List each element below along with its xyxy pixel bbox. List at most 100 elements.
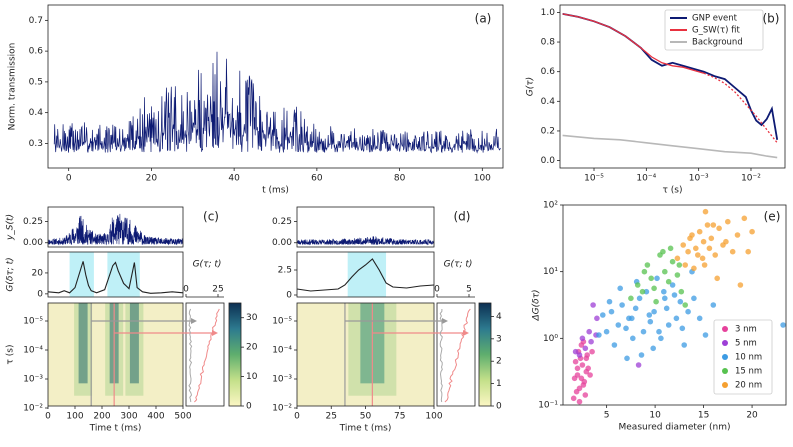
d-ys-trace [296,235,435,246]
e-point-5nm-8 [576,352,583,358]
e-point-3nm-0 [570,395,577,402]
e-point-20nm-17 [682,262,688,268]
e-point-15nm-1 [634,282,641,288]
e-point-15nm-0 [628,295,634,302]
series-background [562,134,778,159]
a-xtick-0-label: 0 [66,174,72,184]
b-xtick-2-label: 10⁻³ [689,174,709,184]
e-point-15nm-5 [653,298,659,305]
c-side-red-curve [194,308,220,403]
e-legend-marker-3 [722,368,728,374]
c-g-line [47,261,184,294]
e-point-20nm-14 [734,232,741,238]
d-cbar-label-3: 3 [496,334,502,344]
c-hm-ytick-1-label: 10⁻⁴ [23,346,43,356]
d-top-axes [296,206,435,248]
c-top-ytick-0.25-label: 0.25 [23,217,43,227]
d-hm-ytick-0-label: 10⁻⁵ [272,317,292,327]
a-ytick-0.5-label: 0.5 [29,77,43,87]
c-cbar-label-10: 10 [246,372,258,382]
e-point-20nm-24 [702,208,709,215]
e-point-15nm-3 [644,262,651,268]
e-point-10nm-5 [615,322,622,328]
e-point-10nm-28 [710,302,717,308]
c-bright-col-0 [78,303,88,384]
a-ytick-0.4-label: 0.4 [29,108,44,118]
e-point-15nm-16 [676,262,683,268]
e-legend-marker-0 [722,326,728,332]
c-highlight-1 [107,252,140,297]
e-legend-box [713,319,773,395]
panel-b-axes [559,4,786,169]
e-point-15nm-7 [662,268,668,275]
d-xtick-0-label: 0 [294,412,300,422]
d-hm-ytick-3-label: 10⁻² [272,404,292,414]
c-glow-col-2 [125,303,144,396]
d-g-line [296,258,435,292]
c-hm-ytick-0-label: 10⁻⁵ [23,317,43,327]
a-xtick-100-label: 100 [474,174,491,184]
e-point-15nm-9 [669,258,676,265]
e-ytick-2-label: 10¹ [543,267,558,277]
d-colorbar [478,302,492,407]
c-mid-ytick-20-label: 20 [32,268,44,278]
e-point-10nm-38 [780,322,786,328]
a-ytick-0.3-label: 0.3 [29,139,43,149]
e-point-10nm-43 [679,325,686,332]
a-panel-label: (a) [475,12,492,26]
c-hm-ytick-3-label: 10⁻² [23,404,43,414]
e-point-10nm-35 [617,285,623,292]
e-point-10nm-36 [606,298,613,305]
e-point-5nm-4 [594,315,600,322]
e-point-10nm-24 [685,308,691,315]
e-point-20nm-21 [714,275,720,282]
c-mid-ytick-0-label: 0 [37,289,43,299]
e-xtick-20-label: 20 [746,411,758,421]
d-cbar-label-2: 2 [496,357,502,367]
d-hm-ytick-1-label: 10⁻⁴ [272,346,292,356]
e-point-10nm-42 [661,288,667,295]
b-ytick-0-label: 0.0 [541,156,556,166]
e-point-20nm-27 [687,235,693,242]
e-point-3nm-13 [582,392,589,398]
e-point-20nm-9 [712,252,718,258]
e-point-20nm-15 [741,215,748,222]
e-point-3nm-15 [587,372,593,378]
c-xtick-300-label: 300 [120,412,137,422]
c-side-gray-curve [188,308,193,403]
e-point-10nm-21 [673,315,680,322]
d-side-xtick-label-0: 0 [434,285,440,295]
e-point-20nm-26 [695,252,701,258]
b-legend-label-2: Background [692,38,743,48]
e-point-20nm-4 [693,245,699,252]
e-point-10nm-22 [677,298,684,305]
b-ytick-0.2-label: 0.2 [541,126,555,136]
c-heatmap-axes [47,302,184,407]
b-ytick-0.4-label: 0.4 [541,97,556,107]
e-legend-label-1: 5 nm [735,339,757,349]
c-top-ylabel: y_S(t) [6,214,16,241]
e-point-15nm-8 [665,278,672,285]
d-xtick-25-label: 25 [326,412,337,422]
e-point-20nm-5 [696,228,703,235]
e-point-15nm-13 [660,248,666,255]
e-point-10nm-34 [671,292,678,298]
e-point-10nm-23 [681,342,687,348]
b-legend-label-1: G_SW(τ) fit [692,26,740,36]
e-point-15nm-15 [667,245,674,252]
e-point-10nm-44 [629,315,635,322]
d-highlight-0 [347,252,387,297]
e-point-20nm-16 [749,228,755,235]
c-side-xtick-label-1: 25 [212,285,223,295]
a-xtick-40-label: 40 [228,174,240,184]
d-top-ytick-0.25-label: 0.25 [272,217,292,227]
d-cbar-label-4: 4 [496,312,502,322]
e-point-10nm-0 [596,332,602,338]
e-point-15nm-14 [651,285,657,292]
b-ytick-0.8-label: 0.8 [541,38,556,48]
e-point-20nm-13 [729,248,736,255]
e-point-5nm-1 [579,335,586,342]
d-panel-label: (d) [454,210,471,224]
b-xtick-0-label: 10⁻⁵ [584,174,604,184]
